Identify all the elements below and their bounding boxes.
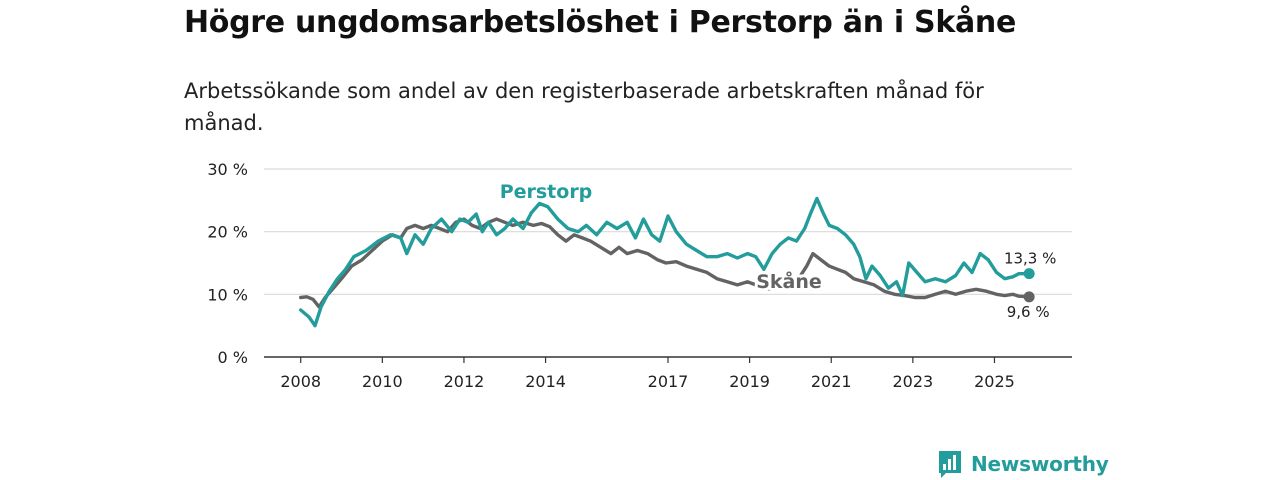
chart-subtitle: Arbetssökande som andel av den registerb… bbox=[184, 79, 984, 135]
series bbox=[299, 196, 1035, 328]
series-line-sk-ne bbox=[299, 217, 1031, 309]
series-end-marker bbox=[1023, 268, 1035, 280]
series-label-perstorp: Perstorp bbox=[500, 181, 593, 203]
series-end-marker bbox=[1023, 291, 1035, 303]
x-tick-label: 2017 bbox=[648, 372, 689, 391]
newsworthy-logo-text: Newsworthy bbox=[971, 452, 1109, 476]
x-tick-label: 2021 bbox=[811, 372, 852, 391]
y-tick-label: 30 % bbox=[207, 160, 248, 179]
y-tick-label: 10 % bbox=[207, 285, 248, 304]
x-tick-label: 2012 bbox=[444, 372, 485, 391]
newsworthy-logo: Newsworthy bbox=[937, 448, 1109, 480]
x-tick-label: 2008 bbox=[280, 372, 321, 391]
series-line-perstorp bbox=[299, 196, 1031, 328]
end-value-label-perstorp: 13,3 % bbox=[1004, 250, 1056, 268]
x-tick-label: 2023 bbox=[892, 372, 933, 391]
x-tick-label: 2010 bbox=[362, 372, 403, 391]
series-label-skane: Skåne bbox=[756, 269, 822, 293]
x-tick-label: 2019 bbox=[729, 372, 770, 391]
y-tick-label: 0 % bbox=[218, 348, 248, 367]
x-tick-label: 2025 bbox=[974, 372, 1015, 391]
axes: 0 % 10 % 20 % 30 % 2008 2010 2012 2014 2017 2019 2… bbox=[207, 160, 1072, 391]
chart-title: Högre ungdomsarbetslöshet i Perstorp än … bbox=[184, 5, 1017, 40]
y-tick-label: 20 % bbox=[207, 223, 248, 242]
end-value-label-skane: 9,6 % bbox=[1007, 303, 1050, 321]
x-tick-label: 2014 bbox=[525, 372, 566, 391]
series-labels: Perstorp Skåne 13,3 % 9,6 % bbox=[497, 178, 1059, 323]
gridlines bbox=[264, 168, 1072, 295]
newsworthy-logo-icon bbox=[939, 451, 961, 478]
